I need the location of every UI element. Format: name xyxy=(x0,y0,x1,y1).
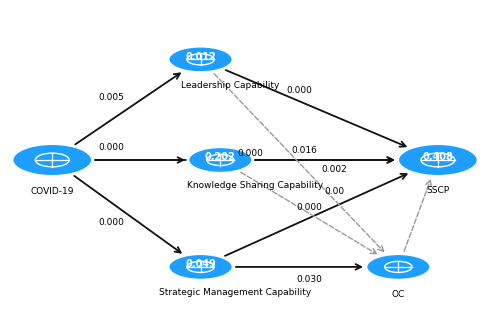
Ellipse shape xyxy=(366,254,431,280)
Text: 0.005: 0.005 xyxy=(98,92,124,102)
Text: 0.000: 0.000 xyxy=(98,143,124,152)
Ellipse shape xyxy=(398,144,478,176)
Text: 0.000: 0.000 xyxy=(237,149,263,158)
Ellipse shape xyxy=(188,147,253,173)
Ellipse shape xyxy=(12,144,92,176)
Text: Knowledge Sharing Capability: Knowledge Sharing Capability xyxy=(187,181,323,190)
Text: 0.030: 0.030 xyxy=(296,275,322,284)
Text: Strategic Management Capability: Strategic Management Capability xyxy=(159,288,312,297)
Ellipse shape xyxy=(168,254,233,280)
Text: 0.000: 0.000 xyxy=(98,218,124,228)
Text: COVID-19: COVID-19 xyxy=(30,187,74,196)
Text: 0.016: 0.016 xyxy=(292,146,318,155)
Text: 0.049: 0.049 xyxy=(185,259,216,269)
Text: OC: OC xyxy=(392,290,405,299)
Text: 0.00: 0.00 xyxy=(324,187,344,196)
Text: 0.408: 0.408 xyxy=(422,152,454,162)
Text: SSCP: SSCP xyxy=(426,186,450,195)
Text: 0.012: 0.012 xyxy=(185,52,216,62)
Text: 0.000: 0.000 xyxy=(296,203,322,212)
Text: Leadership Capability: Leadership Capability xyxy=(181,81,280,90)
Text: 0.000: 0.000 xyxy=(286,86,312,95)
Ellipse shape xyxy=(168,46,233,73)
Text: 0.002: 0.002 xyxy=(321,165,347,174)
Text: 0.202: 0.202 xyxy=(205,152,236,162)
